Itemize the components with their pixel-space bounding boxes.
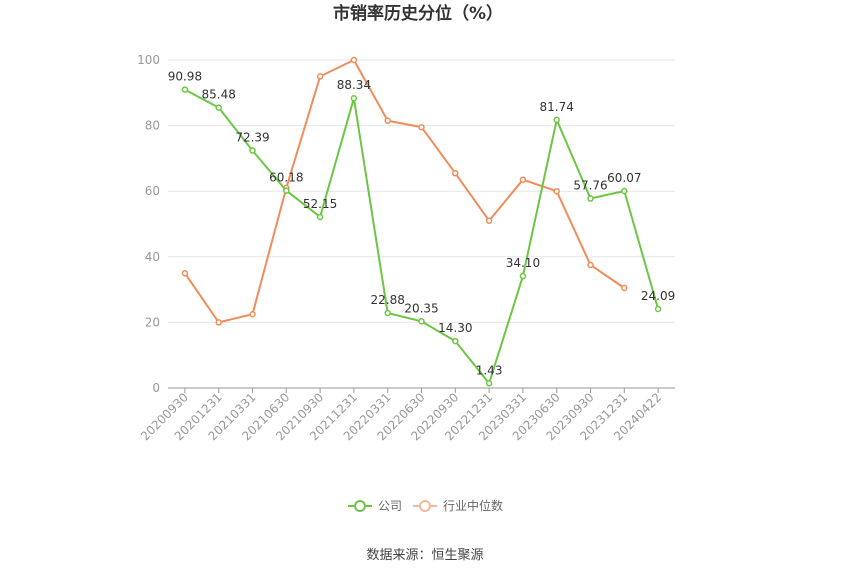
point-company[interactable] <box>418 318 425 325</box>
series-layer <box>181 56 662 387</box>
data-label-company: 22.88 <box>371 293 405 307</box>
point-industry[interactable] <box>587 261 594 269</box>
point-company[interactable] <box>452 337 459 345</box>
point-industry[interactable] <box>553 187 560 195</box>
data-label-company: 20.35 <box>404 301 438 315</box>
data-label-company: 34.10 <box>506 256 540 270</box>
legend-marker-company <box>354 500 366 512</box>
point-company[interactable] <box>384 309 391 317</box>
data-label-company: 24.09 <box>641 289 675 303</box>
series-line-industry <box>184 58 625 324</box>
point-company[interactable] <box>316 213 324 221</box>
data-label-company: 72.39 <box>235 131 269 145</box>
legend-item-industry[interactable]: 行业中位数 <box>413 498 503 513</box>
y-tick-label: 60 <box>145 184 160 198</box>
x-axis: 2020093020201231202103312021063020210930… <box>138 387 675 443</box>
data-label-company: 60.18 <box>269 171 303 185</box>
data-label-company: 52.15 <box>303 197 337 211</box>
point-company[interactable] <box>587 195 594 202</box>
y-tick-label: 100 <box>137 53 160 67</box>
point-company[interactable] <box>249 147 256 154</box>
y-axis: 0 20 40 60 80 100 <box>137 53 160 395</box>
point-company[interactable] <box>283 187 290 194</box>
point-company[interactable] <box>485 380 493 387</box>
point-company[interactable] <box>181 86 189 93</box>
data-label-company: 88.34 <box>337 78 371 92</box>
point-industry[interactable] <box>249 310 256 318</box>
grid-lines <box>168 59 675 323</box>
legend-label-industry: 行业中位数 <box>443 498 503 513</box>
y-tick-label: 20 <box>145 315 160 329</box>
legend-item-company[interactable]: 公司 <box>348 499 402 513</box>
data-label-company: 57.76 <box>573 179 607 193</box>
point-industry[interactable] <box>384 117 391 124</box>
y-tick-label: 0 <box>152 381 160 395</box>
source-note: 数据来源：恒生聚源 <box>366 548 483 563</box>
point-company[interactable] <box>215 104 222 111</box>
y-tick-label: 80 <box>145 119 160 133</box>
data-label-company: 85.48 <box>202 88 236 102</box>
point-company[interactable] <box>350 94 358 102</box>
point-industry[interactable] <box>316 73 324 80</box>
data-label-company: 81.74 <box>540 100 574 114</box>
point-industry[interactable] <box>350 56 358 64</box>
point-company[interactable] <box>621 187 628 195</box>
point-industry[interactable] <box>621 284 628 292</box>
point-company[interactable] <box>519 272 527 280</box>
data-label-company: 14.30 <box>438 321 472 335</box>
point-company[interactable] <box>654 305 662 313</box>
point-industry[interactable] <box>181 269 189 277</box>
point-industry[interactable] <box>519 176 527 183</box>
point-industry[interactable] <box>215 319 222 326</box>
point-industry[interactable] <box>418 123 425 131</box>
data-label-company: 60.07 <box>607 171 641 185</box>
data-label-company: 90.98 <box>168 70 202 84</box>
legend-marker-industry <box>419 500 431 512</box>
y-tick-label: 40 <box>145 250 160 264</box>
point-industry[interactable] <box>452 169 459 177</box>
chart-title: 市销率历史分位（%） <box>333 3 503 24</box>
legend: 公司 行业中位数 <box>348 498 503 513</box>
legend-label-company: 公司 <box>378 499 402 513</box>
point-company[interactable] <box>553 116 560 124</box>
data-label-company: 1.43 <box>476 363 503 377</box>
point-industry[interactable] <box>485 217 493 224</box>
